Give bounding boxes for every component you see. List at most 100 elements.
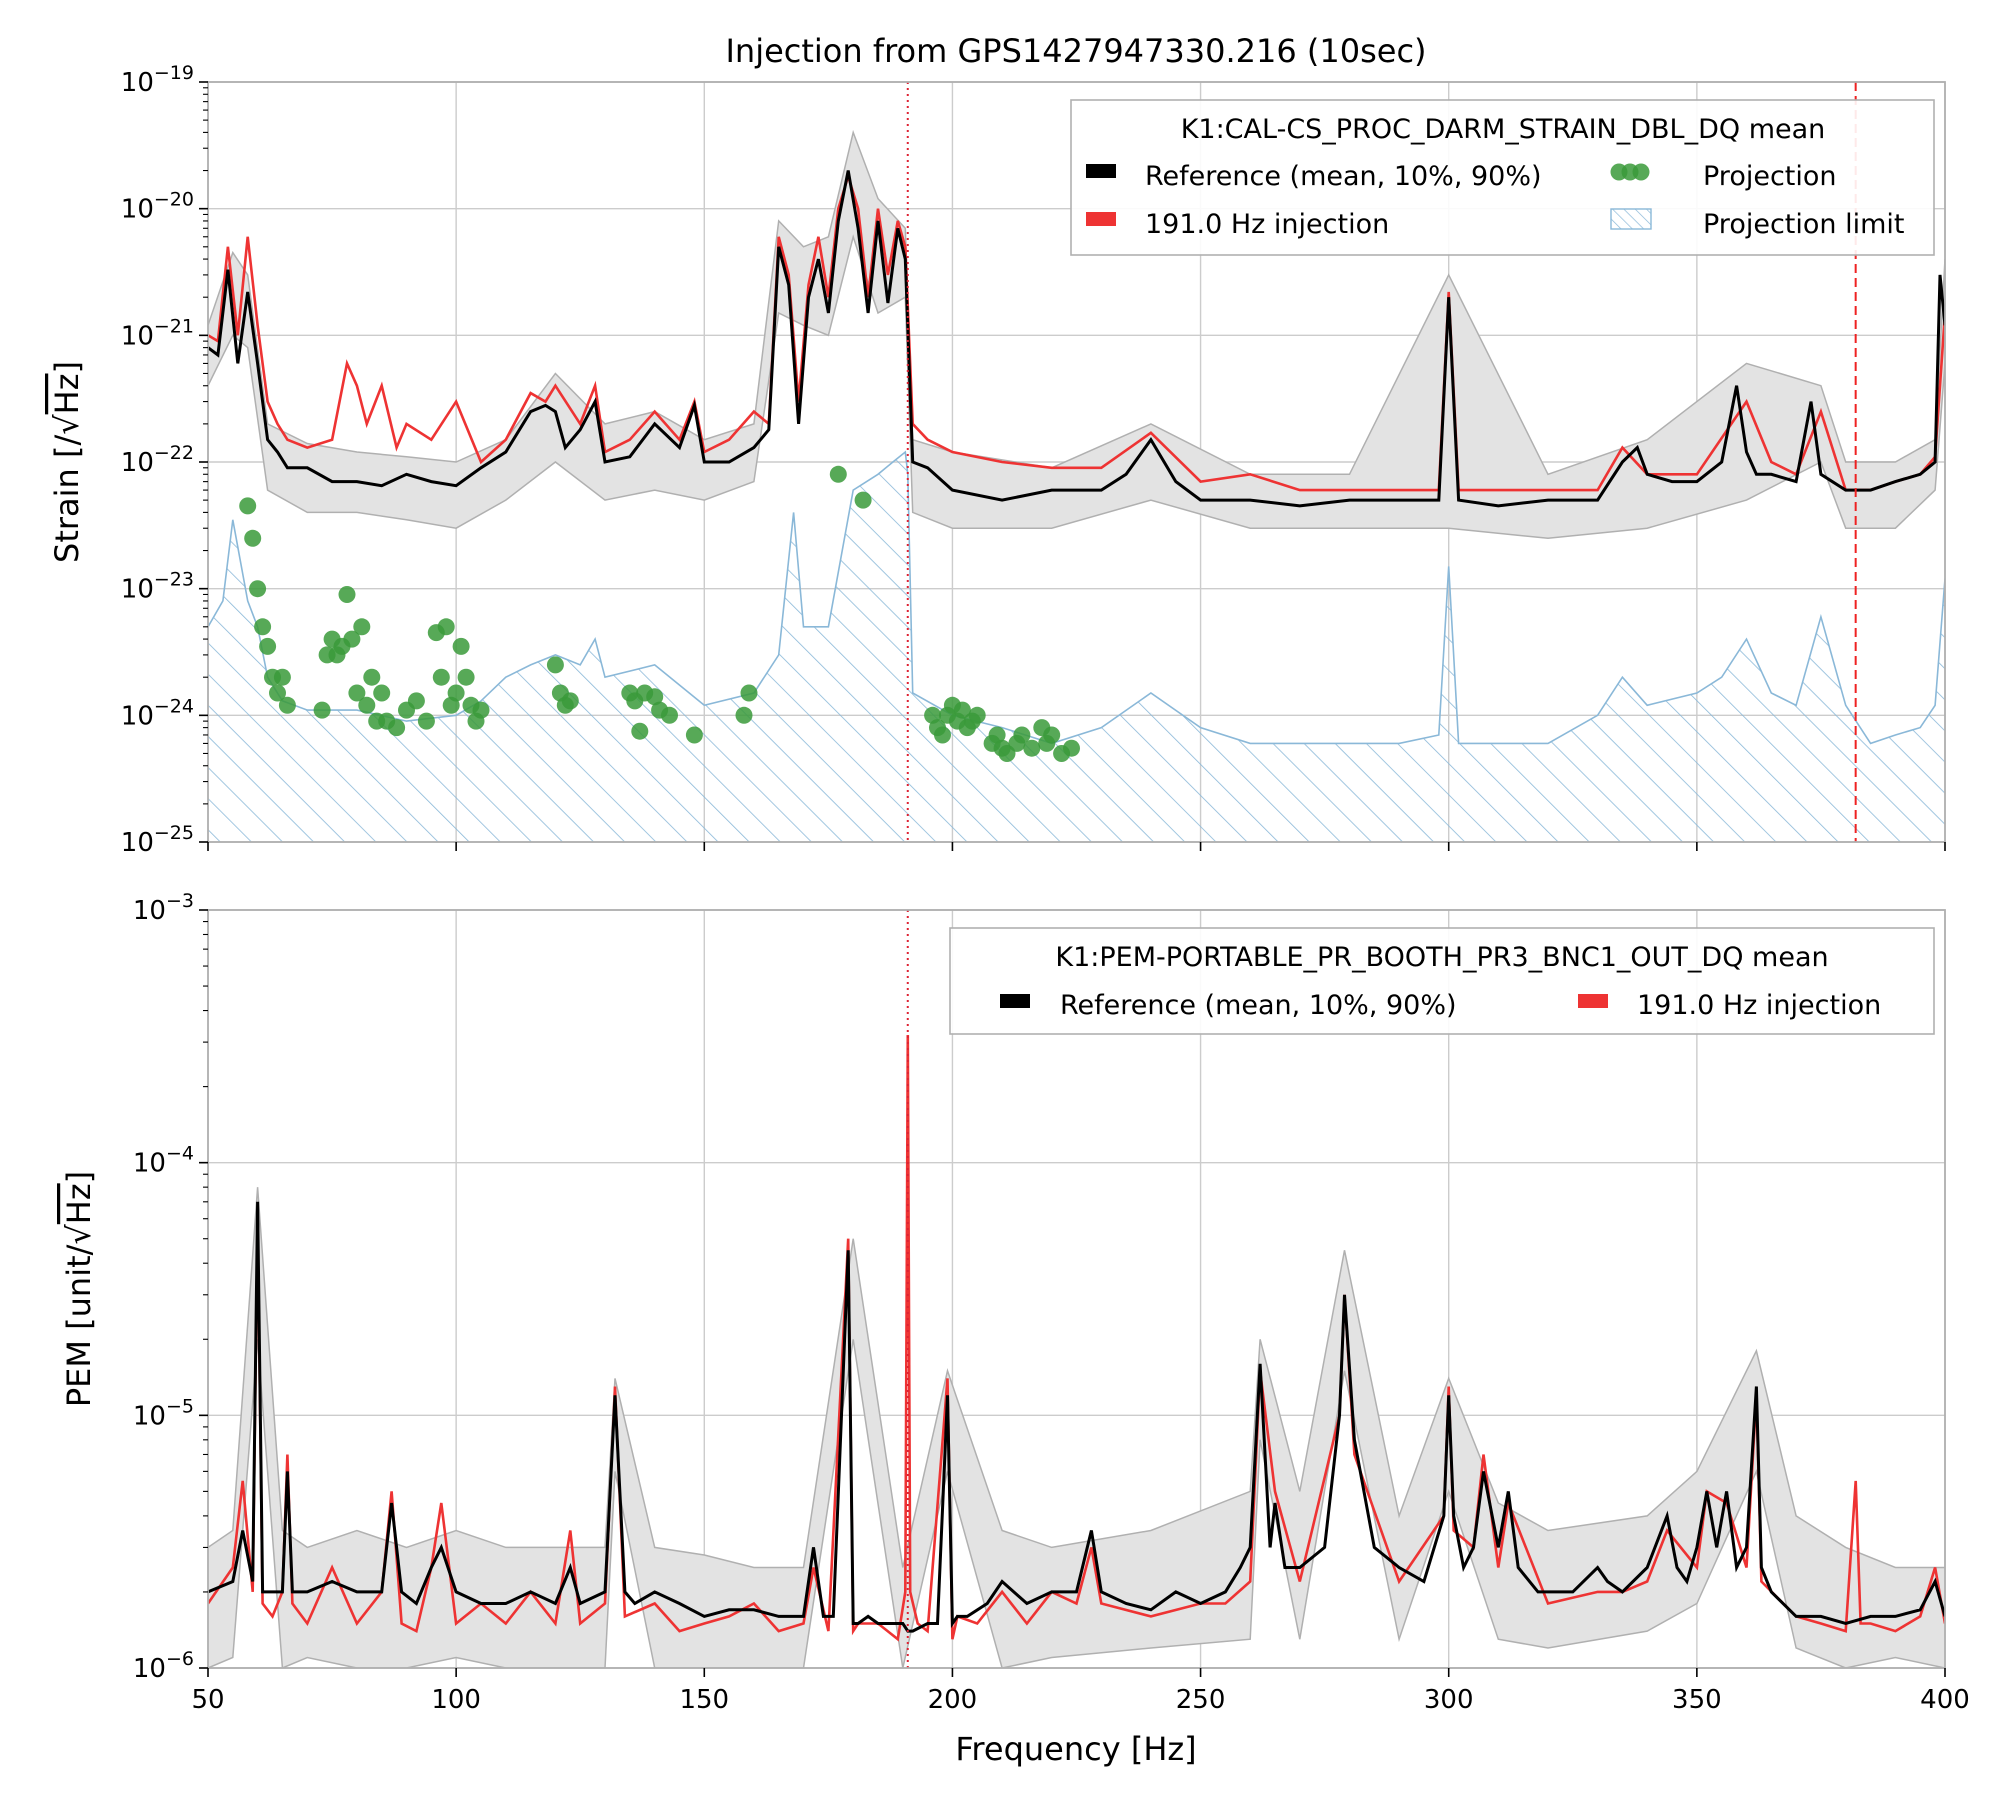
y-tick-label: 10−6 [133, 1648, 194, 1684]
projection-point [1043, 726, 1061, 744]
projection-point [735, 706, 753, 724]
bottom-legend-title: K1:PEM-PORTABLE_PR_BOOTH_PR3_BNC1_OUT_DQ… [1055, 942, 1828, 973]
projection-point [358, 696, 376, 714]
top-ylabel-root: Hz [48, 374, 86, 415]
bottom-legend: K1:PEM-PORTABLE_PR_BOOTH_PR3_BNC1_OUT_DQ… [949, 927, 1935, 1035]
bottom-panel: 50 100 150 200 250 300 350 40010−610−510−410−3 … [60, 890, 1970, 1715]
projection-points [239, 465, 1080, 762]
projection-point [373, 684, 391, 702]
bottom-axis-ticks: 50 100 150 200 250 300 350 400 10−6 10−5 10−4 10−3 [133, 890, 1970, 1715]
y-tick-label: 10−22 [121, 442, 194, 478]
projection-point [259, 637, 277, 655]
projection-point [968, 706, 986, 724]
legend-label-projection: Projection [1703, 161, 1837, 192]
y-tick-label: 10−25 [121, 822, 194, 858]
projection-point [1023, 739, 1041, 757]
top-ylabel: Strain [/√Hz] [48, 361, 86, 563]
y-tick-label: 10−5 [133, 1395, 194, 1431]
projection-point [273, 668, 291, 686]
projection-point [244, 529, 262, 547]
reference-p10-line [208, 1339, 1945, 1668]
x-tick-label: 350 [1672, 1685, 1722, 1715]
projection-point [457, 668, 475, 686]
projection-point [546, 656, 564, 674]
y-tick-label: 10−19 [121, 62, 194, 98]
legend-swatch-injection [1578, 994, 1608, 1008]
bottom-ylabel: PEM [unit/√Hz] [60, 1171, 98, 1407]
projection-point [388, 719, 406, 737]
projection-point [338, 586, 356, 603]
projection-point [417, 712, 435, 730]
projection-point [934, 726, 951, 744]
legend-swatch-projection [1610, 163, 1650, 181]
projection-point [953, 701, 971, 719]
reference-band [208, 1187, 1945, 1668]
x-tick-label: 400 [1920, 1685, 1970, 1715]
y-tick-label: 10−3 [133, 890, 194, 926]
projection-point [631, 722, 649, 740]
x-tick-label: 150 [679, 1685, 729, 1715]
x-axis-label: Frequency [Hz] [955, 1730, 1196, 1768]
projection-point [254, 618, 272, 636]
legend-swatch-injection [1086, 212, 1116, 226]
projection-point [353, 618, 371, 636]
projection-point [646, 688, 664, 706]
projection-point [472, 701, 490, 719]
y-tick-label: 10−20 [121, 189, 194, 225]
figure-title: Injection from GPS1427947330.216 (10sec) [725, 32, 1426, 70]
projection-point [239, 497, 257, 515]
projection-point [313, 701, 331, 719]
y-tick-label: 10−21 [121, 315, 194, 351]
legend-label-reference: Reference (mean, 10%, 90%) [1145, 161, 1542, 192]
injection-line [208, 1034, 1945, 1642]
reference-mean-line [208, 170, 1945, 508]
projection-point [269, 684, 286, 702]
top-legend: K1:CAL-CS_PROC_DARM_STRAIN_DBL_DQ mean R… [1070, 99, 1935, 256]
injection-line [208, 171, 1945, 492]
legend-swatch-reference [1000, 994, 1030, 1008]
x-tick-label: 250 [1176, 1685, 1226, 1715]
top-panel: 10−25 10−24 10−23 10−22 10−21 10−20 10−19 Stra… [48, 62, 1946, 858]
x-tick-label: 300 [1424, 1685, 1474, 1715]
legend-label-injection: 191.0 Hz injection [1145, 209, 1389, 240]
projection-point [348, 684, 366, 702]
legend-swatch-projection-limit [1610, 208, 1652, 230]
projection-limit-line [208, 450, 1945, 745]
y-tick-label: 10−23 [121, 569, 194, 605]
x-tick-label: 50 [191, 1685, 224, 1715]
reference-band [208, 132, 1945, 539]
legend-label-projection-limit: Projection limit [1703, 209, 1905, 240]
projection-point [661, 706, 678, 724]
projection-point [407, 692, 425, 710]
projection-point [432, 668, 450, 686]
projection-point [561, 692, 579, 710]
legend-swatch-reference [1086, 164, 1116, 178]
projection-point [452, 637, 470, 655]
reference-p90-line [208, 129, 1945, 476]
projection-point [829, 465, 847, 483]
top-legend-title: K1:CAL-CS_PROC_DARM_STRAIN_DBL_DQ mean [1181, 114, 1826, 145]
y-tick-label: 10−24 [121, 695, 194, 731]
projection-point [363, 668, 381, 686]
x-tick-label: 200 [928, 1685, 978, 1715]
projection-point [447, 684, 465, 702]
bottom-plot-frame [207, 909, 1946, 1669]
projection-point [1063, 739, 1080, 757]
projection-point [854, 491, 872, 509]
projection-point [740, 684, 758, 702]
y-tick-label: 10−4 [133, 1143, 194, 1179]
legend-label-reference: Reference (mean, 10%, 90%) [1060, 990, 1457, 1021]
bottom-ylabel-root: Hz [60, 1183, 98, 1224]
x-tick-label: 100 [431, 1685, 481, 1715]
projection-limit-hatch [208, 452, 1945, 842]
projection-point [988, 726, 1006, 744]
projection-point [249, 580, 267, 598]
reference-p10-line [208, 234, 1945, 540]
projection-point [1013, 726, 1031, 744]
reference-mean-line [208, 1201, 1945, 1633]
projection-point [343, 630, 361, 648]
top-axis-ticks: 10−25 10−24 10−23 10−22 10−21 10−20 10−19 [121, 62, 1946, 858]
legend-label-injection: 191.0 Hz injection [1637, 990, 1881, 1021]
projection-point [278, 696, 296, 714]
